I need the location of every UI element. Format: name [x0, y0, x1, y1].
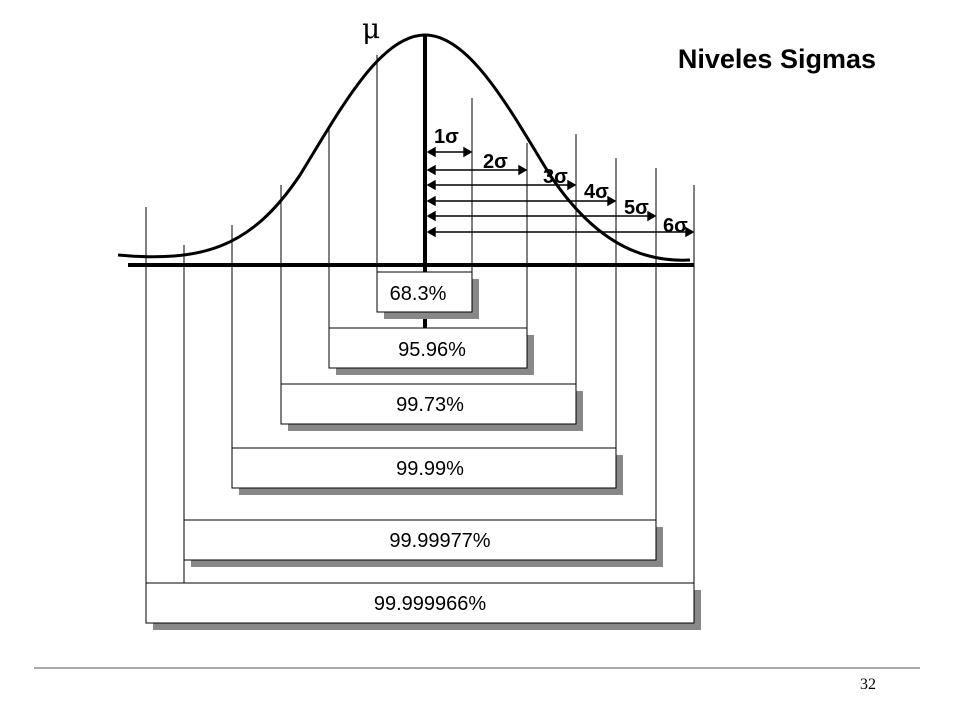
sigma-arrows — [426, 146, 695, 238]
sigma-arrow-6-head-left — [426, 226, 436, 238]
sigma-arrow-4-head-left — [426, 195, 436, 207]
percent-label-6: 99.999966% — [374, 593, 487, 615]
slide-title: Niveles Sigmas — [677, 44, 876, 74]
percent-box-2 — [328, 327, 528, 369]
percent-box-6 — [145, 582, 695, 624]
sigma-label-2: 2σ — [483, 151, 508, 173]
sigma-label-6: 6σ — [663, 215, 688, 237]
sigma-label-4: 4σ — [584, 181, 609, 203]
sigma-label-5: 5σ — [624, 197, 649, 219]
sigma-arrow-6-head-right — [685, 226, 695, 238]
sigma-arrow-3-head-right — [567, 179, 577, 191]
sigma-arrow-3-head-left — [426, 179, 436, 191]
sigma-limit-lines — [145, 55, 695, 583]
percent-label-1: 68.3% — [390, 283, 447, 305]
percent-label-4: 99.99% — [396, 458, 464, 480]
percent-box-4 — [231, 447, 617, 489]
percent-label-3: 99.73% — [396, 394, 464, 416]
percent-box-1 — [376, 271, 473, 313]
percent-label-5: 99.99977% — [389, 530, 490, 552]
sigma-arrow-2-head-right — [518, 164, 528, 176]
percent-label-2: 95.96% — [398, 339, 466, 361]
sigma-label-1: 1σ — [434, 126, 459, 148]
sigma-label-3: 3σ — [543, 166, 568, 188]
percent-box-3 — [280, 383, 577, 425]
page-number: 32 — [860, 676, 876, 693]
sigma-arrow-4-head-right — [607, 195, 617, 207]
sigma-arrow-1-head-left — [426, 146, 436, 158]
percent-box-5 — [183, 519, 657, 561]
mean-symbol: μ — [362, 12, 381, 45]
sigma-arrow-1-head-right — [463, 146, 473, 158]
sigma-arrow-5-head-left — [426, 210, 436, 222]
sigma-arrow-2-head-left — [426, 164, 436, 176]
sigma-arrow-5-head-right — [647, 210, 657, 222]
